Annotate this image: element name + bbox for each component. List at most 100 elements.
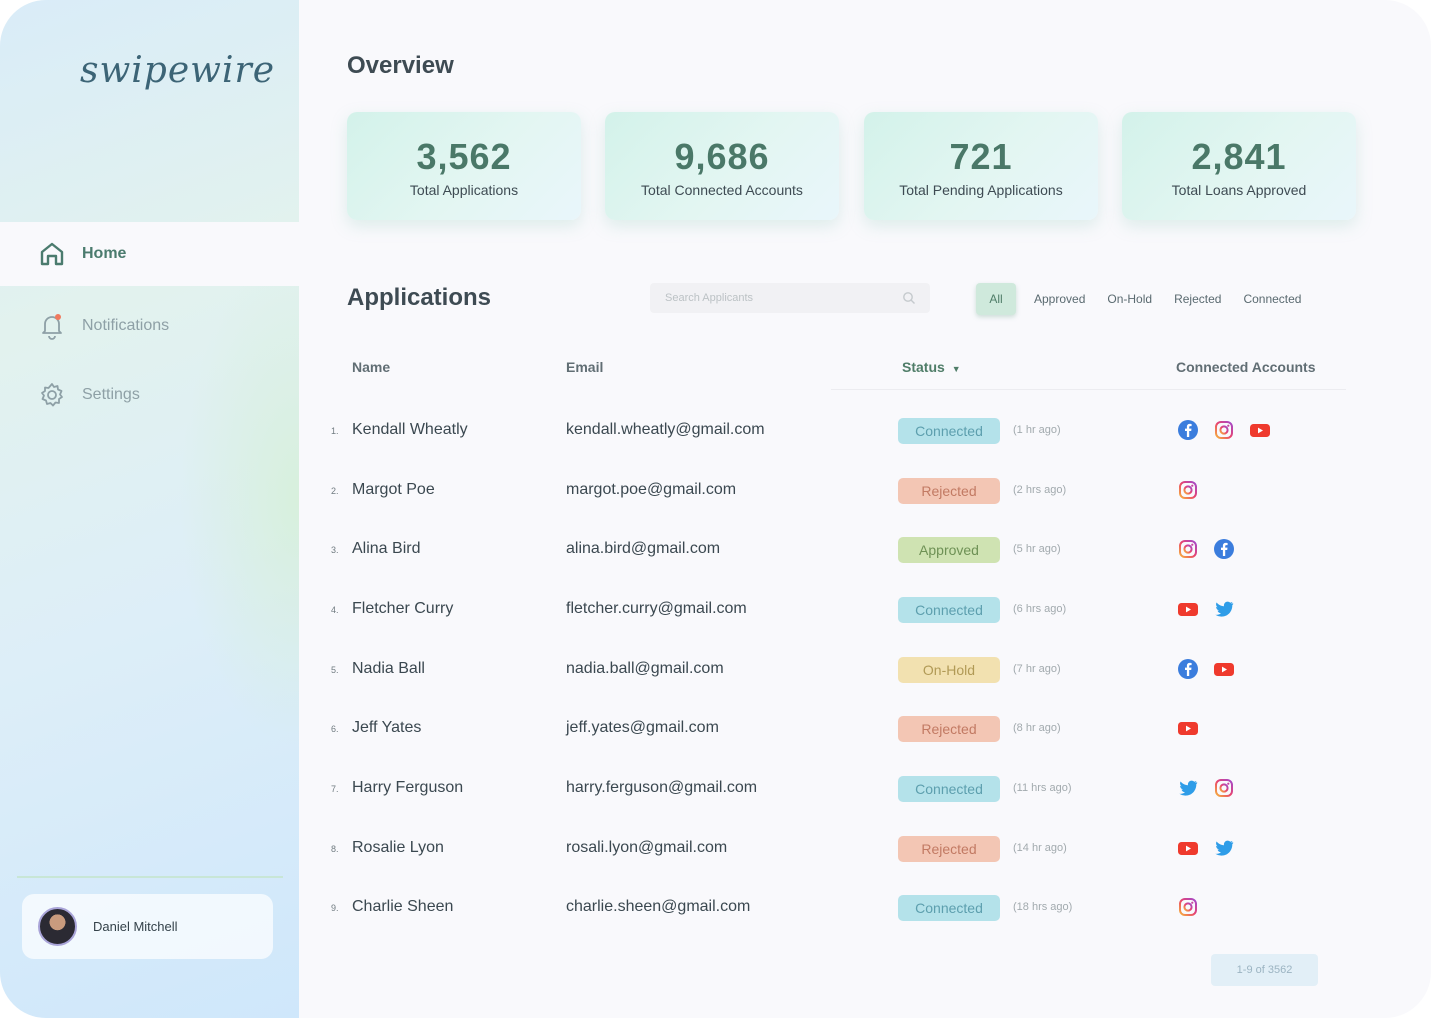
status-time: (8 hr ago): [1013, 722, 1061, 734]
status-time: (6 hrs ago): [1013, 603, 1067, 615]
search-input[interactable]: [650, 283, 930, 313]
table-row[interactable]: 6. Jeff Yates jeff.yates@gmail.com Rejected…: [299, 709, 1431, 749]
sidebar-item-settings[interactable]: Settings: [0, 363, 299, 427]
table-row[interactable]: 5. Nadia Ball nadia.ball@gmail.com On-Hold (…: [299, 650, 1431, 690]
table-row[interactable]: 8. Rosalie Lyon rosali.lyon@gmail.com Rejec…: [299, 829, 1431, 869]
connected-accounts: [1177, 538, 1235, 565]
stat-label: Total Loans Approved: [1171, 182, 1307, 198]
instagram-icon[interactable]: [1177, 538, 1199, 565]
sidebar-divider: [17, 876, 283, 878]
applicant-name[interactable]: Nadia Ball: [352, 660, 425, 677]
filter-approved[interactable]: Approved: [1034, 292, 1086, 306]
sidebar-item-notifications[interactable]: Notifications: [0, 294, 299, 358]
row-index: 5.: [331, 665, 339, 675]
applicant-email[interactable]: kendall.wheatly@gmail.com: [566, 421, 765, 438]
main-content: Overview 3,562 Total Applications 9,686 …: [299, 0, 1431, 1018]
facebook-icon[interactable]: [1213, 538, 1235, 565]
status-badge[interactable]: Connected: [898, 895, 1000, 921]
search-icon[interactable]: [902, 291, 916, 305]
stat-card-loans-approved: 2,841 Total Loans Approved: [1122, 112, 1356, 220]
youtube-icon[interactable]: [1249, 419, 1271, 446]
status-badge[interactable]: Rejected: [898, 836, 1000, 862]
row-index: 2.: [331, 486, 339, 496]
instagram-icon[interactable]: [1213, 419, 1235, 446]
filter-on-hold[interactable]: On-Hold: [1107, 292, 1153, 306]
column-header-email[interactable]: Email: [566, 359, 604, 375]
applicant-email[interactable]: charlie.sheen@gmail.com: [566, 898, 751, 915]
row-index: 3.: [331, 545, 339, 555]
sort-caret-icon: ▼: [951, 364, 961, 374]
applicant-email[interactable]: jeff.yates@gmail.com: [566, 719, 719, 736]
filter-rejected[interactable]: Rejected: [1174, 292, 1222, 306]
app-logo[interactable]: swipewire: [80, 50, 275, 91]
pagination-info[interactable]: 1-9 of 3562: [1211, 954, 1318, 986]
status-filter-tabs: All Approved On-Hold Rejected Connected: [976, 283, 1323, 315]
table-row[interactable]: 1. Kendall Wheatly kendall.wheatly@gmail.c…: [299, 411, 1431, 451]
status-badge[interactable]: Rejected: [898, 478, 1000, 504]
table-row[interactable]: 4. Fletcher Curry fletcher.curry@gmail.com…: [299, 590, 1431, 630]
youtube-icon[interactable]: [1177, 598, 1199, 625]
applicant-name[interactable]: Kendall Wheatly: [352, 421, 468, 438]
applicant-name[interactable]: Charlie Sheen: [352, 898, 454, 915]
instagram-icon[interactable]: [1177, 479, 1199, 506]
facebook-icon[interactable]: [1177, 419, 1199, 446]
applicant-email[interactable]: margot.poe@gmail.com: [566, 481, 737, 498]
connected-accounts: [1177, 598, 1235, 625]
applicant-name[interactable]: Margot Poe: [352, 481, 435, 498]
status-time: (1 hr ago): [1013, 424, 1061, 436]
instagram-icon[interactable]: [1213, 777, 1235, 804]
status-badge[interactable]: Connected: [898, 776, 1000, 802]
youtube-icon[interactable]: [1213, 658, 1235, 685]
header-divider: [831, 389, 1346, 390]
youtube-icon[interactable]: [1177, 837, 1199, 864]
sidebar-item-home[interactable]: Home: [0, 222, 299, 286]
twitter-icon[interactable]: [1177, 777, 1199, 804]
connected-accounts: [1177, 837, 1235, 864]
applicant-name[interactable]: Alina Bird: [352, 540, 421, 557]
applicant-name[interactable]: Harry Ferguson: [352, 779, 464, 796]
applicant-name[interactable]: Rosalie Lyon: [352, 839, 444, 856]
table-row[interactable]: 2. Margot Poe margot.poe@gmail.com Rejected…: [299, 471, 1431, 511]
status-badge[interactable]: Approved: [898, 537, 1000, 563]
applicant-email[interactable]: rosali.lyon@gmail.com: [566, 839, 728, 856]
sidebar-item-label: Notifications: [82, 317, 170, 334]
sidebar: swipewire Home Notifications Settings: [0, 0, 299, 1018]
row-index: 1.: [331, 426, 339, 436]
status-badge[interactable]: On-Hold: [898, 657, 1000, 683]
applicant-email[interactable]: fletcher.curry@gmail.com: [566, 600, 747, 617]
connected-accounts: [1177, 717, 1199, 744]
column-header-name[interactable]: Name: [352, 359, 391, 375]
connected-accounts: [1177, 658, 1235, 685]
column-header-status[interactable]: Status ▼: [902, 359, 961, 375]
column-header-connected-accounts[interactable]: Connected Accounts: [1176, 359, 1316, 375]
stat-value: 9,686: [674, 136, 770, 177]
connected-accounts: [1177, 419, 1271, 446]
applicant-name[interactable]: Fletcher Curry: [352, 600, 454, 617]
instagram-icon[interactable]: [1177, 896, 1199, 923]
table-row[interactable]: 3. Alina Bird alina.bird@gmail.com Approved…: [299, 530, 1431, 570]
status-time: (2 hrs ago): [1013, 484, 1067, 496]
stat-value: 3,562: [416, 136, 512, 177]
applicant-name[interactable]: Jeff Yates: [352, 719, 422, 736]
status-badge[interactable]: Connected: [898, 597, 1000, 623]
table-row[interactable]: 9. Charlie Sheen charlie.sheen@gmail.com Co…: [299, 888, 1431, 928]
stat-value: 2,841: [1191, 136, 1287, 177]
gear-icon: [41, 383, 63, 407]
applicant-email[interactable]: nadia.ball@gmail.com: [566, 660, 724, 677]
bell-icon: [42, 314, 62, 340]
filter-all[interactable]: All: [976, 283, 1016, 315]
applicant-email[interactable]: alina.bird@gmail.com: [566, 540, 721, 557]
user-profile-card[interactable]: Daniel Mitchell: [22, 894, 273, 959]
home-icon: [40, 242, 64, 266]
youtube-icon[interactable]: [1177, 717, 1199, 744]
twitter-icon[interactable]: [1213, 598, 1235, 625]
status-badge[interactable]: Connected: [898, 418, 1000, 444]
table-row[interactable]: 7. Harry Ferguson harry.ferguson@gmail.com…: [299, 769, 1431, 809]
connected-accounts: [1177, 777, 1235, 804]
applicant-email[interactable]: harry.ferguson@gmail.com: [566, 779, 758, 796]
facebook-icon[interactable]: [1177, 658, 1199, 685]
status-badge[interactable]: Rejected: [898, 716, 1000, 742]
twitter-icon[interactable]: [1213, 837, 1235, 864]
row-index: 6.: [331, 724, 339, 734]
filter-connected[interactable]: Connected: [1243, 292, 1302, 306]
